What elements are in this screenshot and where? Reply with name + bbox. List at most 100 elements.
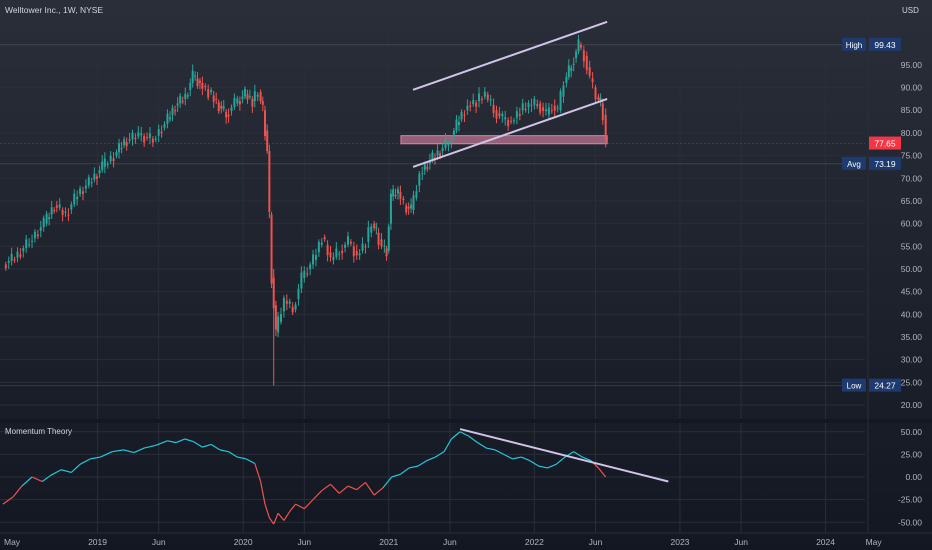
candle-body [186,95,189,97]
candle-body [338,253,341,255]
candle-body [355,250,358,256]
time-tick-label: 2021 [379,537,398,547]
momentum-line-segment [228,451,238,458]
candle-body [42,218,45,228]
candle-body [377,232,380,245]
momentum-line-segment [219,449,229,453]
candle-body [81,191,84,194]
candle-body [196,78,199,87]
candle-body [588,67,591,76]
candle-body [389,193,392,224]
price-tick-label: 20.00 [901,400,923,410]
candle-body [225,111,228,118]
momentum-line-segment [167,440,177,444]
momentum-line-segment [391,473,401,478]
price-tick-label: 25.00 [901,377,923,387]
candle-body [131,132,134,140]
candle-body [7,261,10,263]
candle-body [181,101,184,103]
candle-body [341,250,344,254]
candle-body [472,99,475,105]
candle-body [134,137,137,140]
candle-body [176,103,179,106]
pane-separator[interactable] [0,419,932,423]
candle-body [306,273,309,275]
candle-body [441,148,444,152]
candle-body [236,98,239,104]
candle-body [266,130,269,152]
candle-body [297,288,300,300]
candle-body [300,272,303,289]
candle-body [585,55,588,70]
candle-body [373,223,376,229]
channel-lower-line[interactable] [412,97,608,168]
momentum-line-segment [547,463,557,469]
momentum-line-segment [521,456,531,462]
candle-body [270,214,273,284]
candle-body [171,107,174,115]
time-tick-label: 2019 [88,537,107,547]
candle-body [317,242,320,253]
momentum-line-segment [538,465,548,469]
price-tick-label: 55.00 [901,241,923,251]
candle-body [19,254,22,257]
candle-body [217,102,220,112]
candle-body [335,248,338,257]
candle-body [288,301,291,304]
price-tick-label: 60.00 [901,219,923,229]
candle-body [392,189,395,197]
candle-body [174,110,177,112]
candle-body [329,252,332,258]
momentum-line-segment [450,431,461,440]
candle-body [547,107,550,115]
candle-body [545,109,547,111]
candle-layer [4,34,607,386]
candle-body [61,209,64,215]
momentum-divergence-line[interactable] [459,428,669,483]
candle-body [25,239,28,249]
momentum-layer [2,428,669,525]
candle-body [309,264,312,269]
candle-body [123,139,126,146]
momentum-line-segment [409,465,418,469]
time-tick-label: May [4,537,21,547]
candle-body [163,123,166,128]
candle-body [504,117,507,120]
high-label: High [846,41,862,50]
candle-body [248,96,251,98]
candle-body [423,164,426,171]
momentum-line-segment [468,435,478,444]
resistance-zone[interactable] [400,135,608,145]
candle-body [50,207,53,215]
momentum-line-segment [2,496,14,505]
candle-body [157,129,160,136]
candle-body [53,209,56,211]
channel-upper-line[interactable] [412,20,608,91]
candle-body [220,105,223,109]
candle-body [184,93,187,99]
candle-body [251,98,254,107]
candle-body [431,152,434,161]
momentum-line-segment [12,485,23,498]
momentum-line-segment [347,485,357,491]
candle-body [143,136,146,143]
momentum-line-segment [100,451,113,458]
candle-body [556,107,559,109]
momentum-line-segment [512,456,522,460]
candle-body [380,239,383,247]
candle-body [285,300,288,304]
candle-body [426,166,429,169]
candle-body [486,94,489,100]
price-tick-label: 90.00 [901,83,923,93]
candle-body [498,113,501,117]
price-tick-label: 80.00 [901,128,923,138]
candle-body [370,226,373,233]
candle-body [204,86,207,88]
time-tick-label: 2022 [525,537,544,547]
candle-body [410,204,413,209]
momentum-line-segment [283,511,291,521]
momentum-line-segment [193,441,203,448]
momentum-line-segment [155,440,168,446]
momentum-line-segment [273,512,279,525]
